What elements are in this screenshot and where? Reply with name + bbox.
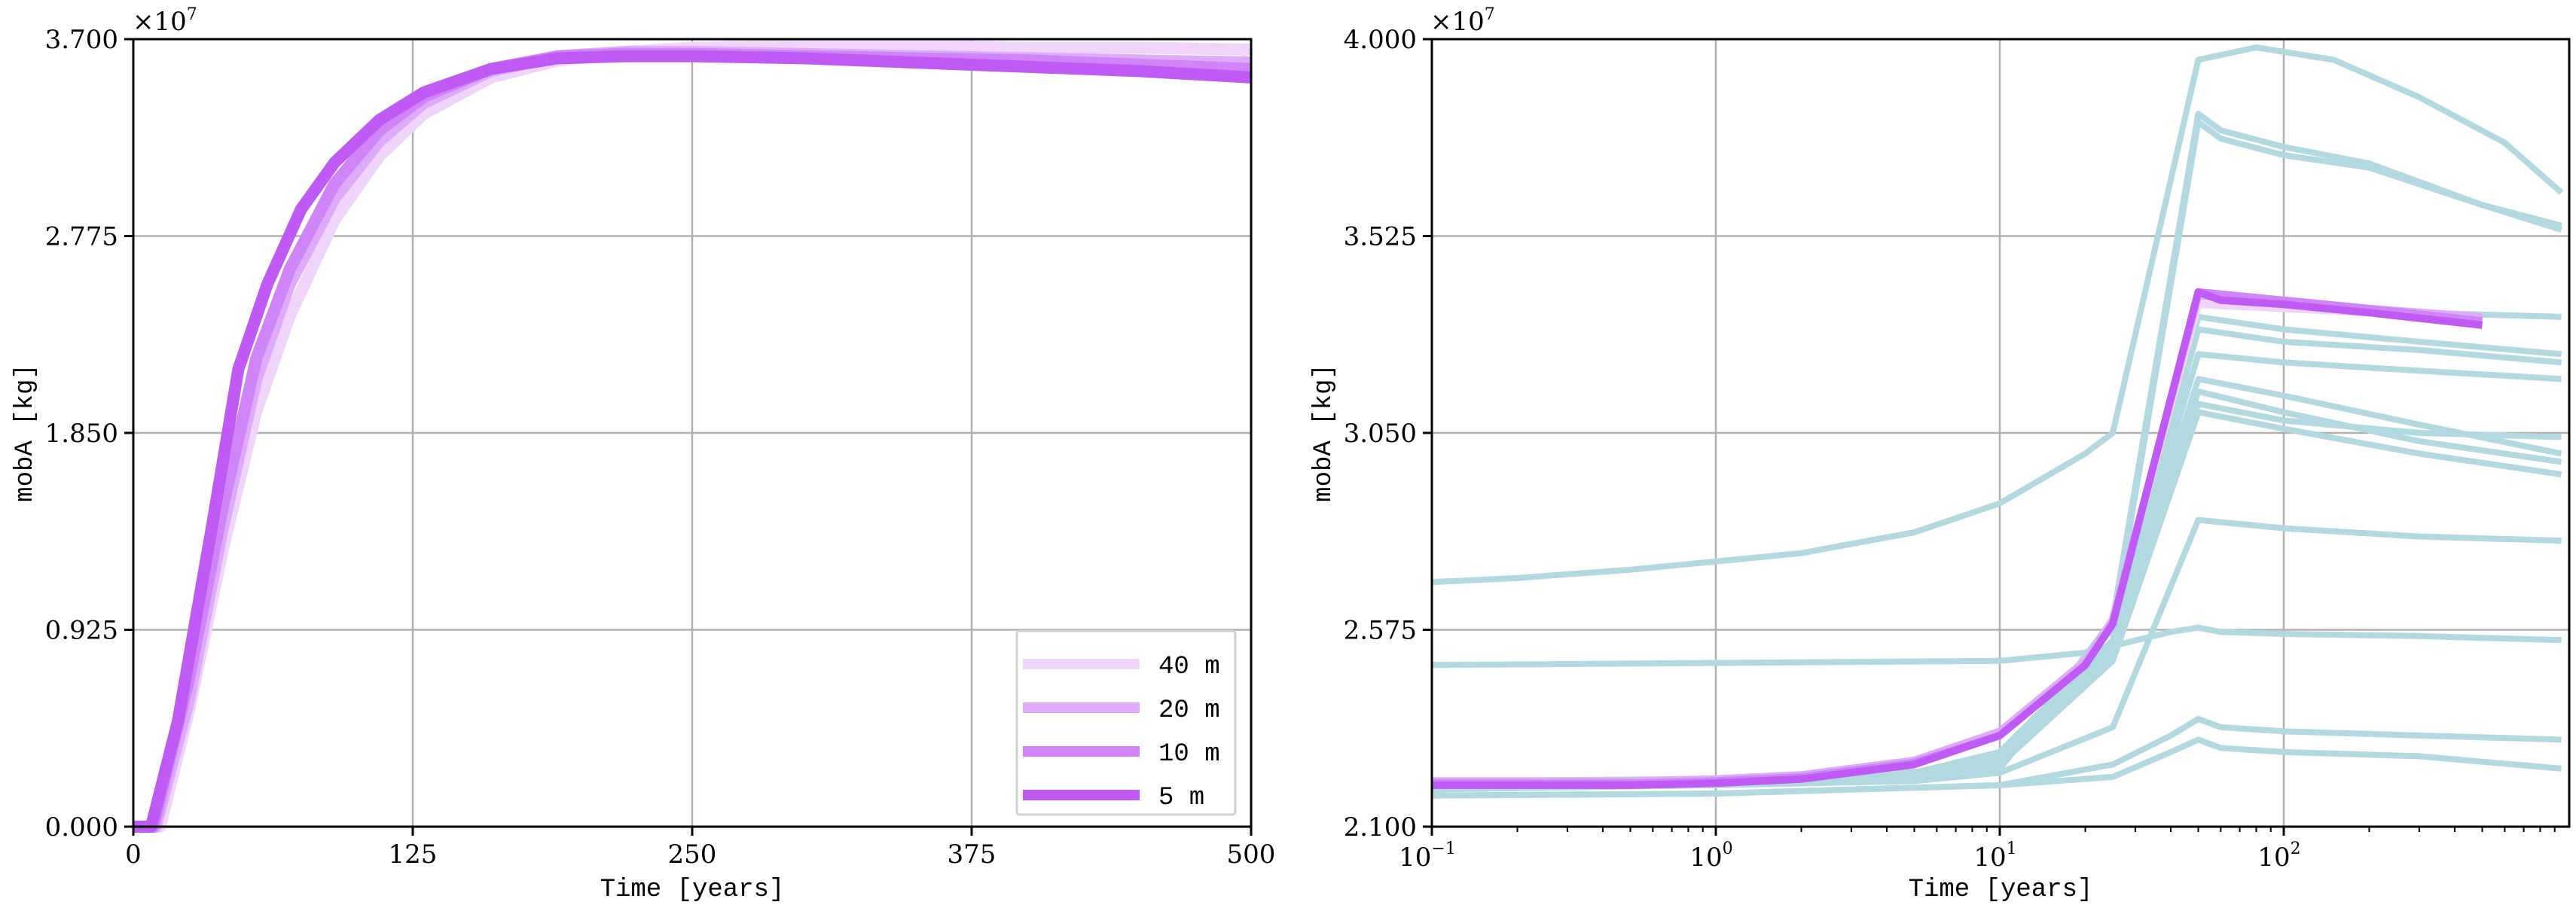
y-tick-label: 3.700 bbox=[45, 25, 118, 55]
y-tick-label: 2.775 bbox=[45, 222, 118, 252]
x-tick-label: 375 bbox=[948, 839, 997, 870]
x-tick-label: 10−1 bbox=[1399, 839, 1456, 873]
legend: 40 m 20 m 10 m 5 m bbox=[1015, 629, 1237, 816]
legend-label: 20 m bbox=[1158, 696, 1220, 725]
legend-label: 40 m bbox=[1158, 653, 1220, 681]
left-y-multiplier: ×107 bbox=[133, 5, 197, 37]
series-line-5m bbox=[133, 50, 1252, 833]
background-series-line bbox=[1432, 313, 2562, 788]
legend-label: 10 m bbox=[1158, 740, 1220, 769]
y-tick-label: 0.000 bbox=[45, 812, 118, 842]
left-ticks: 0 125 250 375 500 0.000 0.925 1.850 2.775 3.700 bbox=[45, 25, 1276, 870]
right-y-multiplier: ×107 bbox=[1430, 5, 1495, 37]
right-y-axis-label: mobA [kg] bbox=[1310, 364, 1338, 502]
y-tick-label: 2.575 bbox=[1344, 616, 1417, 646]
y-tick-label: 1.850 bbox=[45, 419, 118, 449]
x-tick-label: 125 bbox=[389, 839, 438, 870]
background-series-line bbox=[1432, 401, 2562, 788]
y-tick-label: 4.000 bbox=[1344, 25, 1417, 55]
background-series-line bbox=[1432, 376, 2562, 788]
x-tick-label: 250 bbox=[668, 839, 717, 870]
right-ticks: 10−1 100 101 102 2.100 2.575 3.050 3.525 4.000 bbox=[1344, 25, 2556, 873]
right-plot: 10−1 100 101 102 2.100 2.575 3.050 3.525 4.000 ×… bbox=[1310, 5, 2571, 904]
right-background-lines bbox=[1432, 44, 2564, 799]
left-plot: 0 125 250 375 500 0.000 0.925 1.850 2.775 3.700 ×… bbox=[11, 5, 1275, 904]
background-series-line bbox=[1432, 326, 2562, 788]
left-y-axis-label: mobA [kg] bbox=[11, 364, 40, 502]
series-line-5m bbox=[1432, 288, 2483, 789]
y-tick-label: 3.050 bbox=[1344, 419, 1417, 449]
background-series-line bbox=[1432, 288, 2562, 788]
background-series-line bbox=[1432, 624, 2562, 669]
y-tick-label: 2.100 bbox=[1344, 812, 1417, 842]
right-data-lines bbox=[1432, 288, 2483, 789]
left-data-lines bbox=[133, 39, 1252, 833]
x-tick-label: 102 bbox=[2257, 839, 2300, 873]
y-tick-label: 3.525 bbox=[1344, 222, 1417, 252]
background-series-line bbox=[1432, 736, 2562, 799]
left-x-axis-label: Time [years] bbox=[600, 876, 785, 904]
x-tick-label: 101 bbox=[1973, 839, 2016, 873]
series-line-40m bbox=[1432, 300, 2483, 785]
x-tick-label: 500 bbox=[1227, 839, 1276, 870]
background-series-line bbox=[1432, 44, 2564, 586]
x-tick-label: 100 bbox=[1689, 839, 1732, 873]
x-tick-label: 0 bbox=[125, 839, 142, 870]
y-tick-label: 0.925 bbox=[45, 616, 118, 646]
background-series-line bbox=[1432, 516, 2562, 793]
legend-box bbox=[1015, 629, 1237, 816]
right-x-axis-label: Time [years] bbox=[1909, 876, 2093, 904]
series-line-20m bbox=[1432, 292, 2483, 785]
legend-label: 5 m bbox=[1158, 784, 1204, 812]
